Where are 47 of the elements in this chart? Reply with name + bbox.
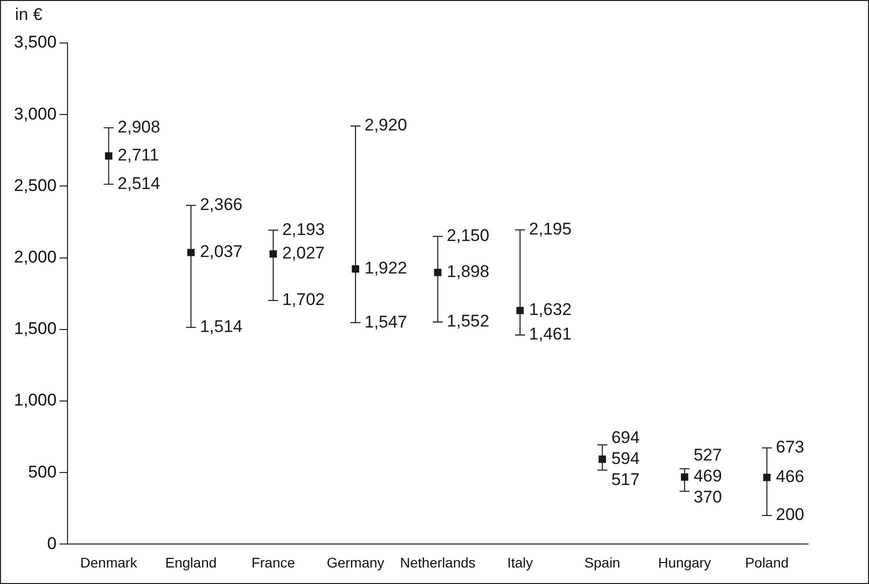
annotation: 370 xyxy=(694,488,722,507)
data-label: 2,711 xyxy=(118,146,159,165)
y-axis-title: in € xyxy=(15,5,43,24)
annotation: 2,366 xyxy=(200,195,242,214)
x-tick-label: Denmark xyxy=(80,554,138,570)
annotation: 1,702 xyxy=(282,290,325,310)
annotation: 694 xyxy=(611,428,640,447)
point xyxy=(434,268,442,276)
x-tick-label: France xyxy=(251,554,296,570)
data-label: 2,027 xyxy=(282,244,325,263)
point xyxy=(598,455,606,463)
annotation: 2,514 xyxy=(118,174,160,193)
x-tick-label: Hungary xyxy=(658,554,712,570)
data-label: 1,922 xyxy=(364,258,408,278)
data-label: 469 xyxy=(694,466,722,486)
annotation: 1,514 xyxy=(200,317,242,336)
annotation: 2,150 xyxy=(446,226,490,246)
y-tick-label: 3,500 xyxy=(14,32,57,52)
data-label: 1,898 xyxy=(446,262,490,282)
annotation: 1,547 xyxy=(364,312,408,332)
annotation: 200 xyxy=(776,505,804,524)
annotation: 673 xyxy=(776,438,804,457)
data-label: 2,037 xyxy=(200,242,242,262)
annotation: 2,908 xyxy=(118,117,160,136)
x-tick-label: England xyxy=(165,554,217,570)
y-tick-label: 1,000 xyxy=(14,390,57,410)
annotation: 1,552 xyxy=(446,312,490,331)
x-tick-label: Germany xyxy=(326,554,384,570)
annotation: 517 xyxy=(611,470,640,489)
y-tick-label: 0 xyxy=(47,534,57,553)
y-tick-label: 2,000 xyxy=(14,247,57,266)
y-tick-label: 500 xyxy=(28,462,57,482)
annotation: 2,195 xyxy=(529,220,572,239)
annotation: 1,461 xyxy=(529,324,572,344)
x-tick-label: Italy xyxy=(507,554,533,570)
x-tick-label: Spain xyxy=(584,554,620,570)
annotation: 2,193 xyxy=(282,220,325,239)
data-label: 1,632 xyxy=(529,300,572,320)
y-tick-label: 3,000 xyxy=(14,104,57,124)
x-tick-label: Poland xyxy=(745,554,789,570)
y-tick-label: 2,500 xyxy=(14,176,57,195)
x-tick-label: Netherlands xyxy=(400,554,476,570)
y-tick-label: 1,500 xyxy=(14,319,57,338)
data-label: 466 xyxy=(776,467,804,486)
annotation: 2,920 xyxy=(364,116,408,135)
data-label: 594 xyxy=(611,448,640,468)
annotation: 527 xyxy=(694,446,722,465)
